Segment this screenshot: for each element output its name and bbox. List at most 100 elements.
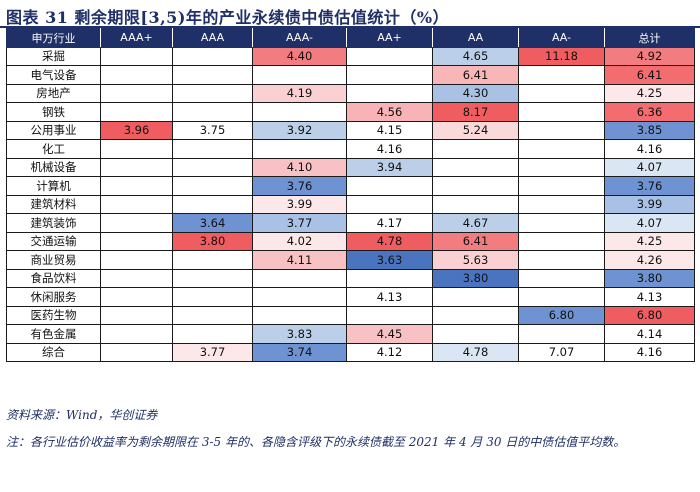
value-cell: 3.80 (604, 268, 695, 288)
value-cell (518, 250, 605, 270)
value-cell: 4.78 (432, 342, 519, 362)
value-cell: 3.74 (252, 342, 347, 362)
value-cell: 4.07 (604, 157, 695, 177)
source-note: 资料来源：Wind，华创证券 (6, 408, 158, 422)
value-cell (432, 157, 519, 177)
value-cell (518, 83, 605, 103)
value-cell: 4.15 (346, 120, 433, 140)
table-row: 医药生物 6.80 6.80 (6, 305, 695, 325)
figure-title: 图表 31 剩余期限[3,5)年的产业永续债中债估值统计（%） (6, 8, 450, 27)
value-cell: 3.99 (604, 194, 695, 214)
value-cell: 4.92 (604, 46, 695, 66)
value-cell: 6.41 (432, 65, 519, 85)
table-row: 公用事业 3.96 3.75 3.92 4.15 5.24 3.85 (6, 120, 695, 140)
value-cell (432, 324, 519, 344)
value-cell (252, 139, 347, 159)
value-cell (100, 46, 173, 66)
table-body: 采掘 4.40 4.65 11.18 4.92 电气设备 6.41 6.41 房地产 4.19 4.… (6, 46, 695, 362)
value-cell: 4.16 (604, 139, 695, 159)
value-cell: 4.67 (432, 213, 519, 233)
value-cell: 3.64 (172, 213, 253, 233)
industry-label: 建筑装饰 (6, 213, 101, 233)
value-cell (100, 176, 173, 196)
table-row: 计算机 3.76 3.76 (6, 176, 695, 196)
header-row: 申万行业 AAA+ AAA AAA- AA+ AA AA- 总计 (6, 28, 695, 48)
industry-label: 化工 (6, 139, 101, 159)
value-cell: 6.80 (518, 305, 605, 325)
value-cell (100, 268, 173, 288)
value-cell: 4.25 (604, 83, 695, 103)
value-cell: 4.14 (604, 324, 695, 344)
header-rating: AAA- (252, 28, 347, 48)
value-cell (252, 305, 347, 325)
header-rating: AA (432, 28, 519, 48)
value-cell: 8.17 (432, 102, 519, 122)
industry-label: 有色金属 (6, 324, 101, 344)
value-cell: 6.41 (604, 65, 695, 85)
value-cell (518, 268, 605, 288)
value-cell (346, 194, 433, 214)
value-cell (100, 83, 173, 103)
value-cell (518, 120, 605, 140)
value-cell: 4.13 (604, 287, 695, 307)
value-cell: 4.19 (252, 83, 347, 103)
table-row: 电气设备 6.41 6.41 (6, 65, 695, 85)
value-cell: 4.56 (346, 102, 433, 122)
header-rating: 总计 (604, 28, 695, 48)
value-cell: 4.78 (346, 231, 433, 251)
value-cell (518, 102, 605, 122)
industry-label: 机械设备 (6, 157, 101, 177)
header-rating: AAA (172, 28, 253, 48)
value-cell: 3.76 (252, 176, 347, 196)
value-cell: 4.13 (346, 287, 433, 307)
value-cell (346, 268, 433, 288)
value-cell (518, 157, 605, 177)
value-cell (172, 305, 253, 325)
header-rating: AAA+ (100, 28, 173, 48)
header-industry: 申万行业 (6, 28, 101, 48)
value-cell (518, 287, 605, 307)
value-cell: 3.80 (432, 268, 519, 288)
table-row: 休闲服务 4.13 4.13 (6, 287, 695, 307)
table-row: 采掘 4.40 4.65 11.18 4.92 (6, 46, 695, 66)
value-cell: 6.80 (604, 305, 695, 325)
value-cell (100, 342, 173, 362)
industry-label: 交通运输 (6, 231, 101, 251)
value-cell (518, 231, 605, 251)
value-cell: 4.12 (346, 342, 433, 362)
value-cell (252, 287, 347, 307)
value-cell (100, 65, 173, 85)
value-cell: 3.83 (252, 324, 347, 344)
value-cell (100, 324, 173, 344)
industry-label: 采掘 (6, 46, 101, 66)
table-row: 商业贸易 4.11 3.63 5.63 4.26 (6, 250, 695, 270)
value-cell (100, 157, 173, 177)
value-cell (172, 176, 253, 196)
industry-label: 综合 (6, 342, 101, 362)
value-cell (432, 194, 519, 214)
value-cell (346, 176, 433, 196)
value-cell: 5.63 (432, 250, 519, 270)
value-cell (432, 305, 519, 325)
value-cell (518, 139, 605, 159)
value-cell (172, 250, 253, 270)
value-cell (172, 194, 253, 214)
value-cell (346, 46, 433, 66)
value-cell: 3.94 (346, 157, 433, 177)
value-cell (172, 46, 253, 66)
value-cell (172, 139, 253, 159)
table-row: 有色金属 3.83 4.45 4.14 (6, 324, 695, 344)
table-row: 钢铁 4.56 8.17 6.36 (6, 102, 695, 122)
value-cell: 3.77 (172, 342, 253, 362)
table-row: 建筑材料 3.99 3.99 (6, 194, 695, 214)
value-cell (518, 65, 605, 85)
industry-label: 钢铁 (6, 102, 101, 122)
value-cell: 4.26 (604, 250, 695, 270)
value-cell: 7.07 (518, 342, 605, 362)
industry-label: 电气设备 (6, 65, 101, 85)
value-cell (252, 102, 347, 122)
value-cell (172, 83, 253, 103)
value-cell (100, 231, 173, 251)
table-row: 房地产 4.19 4.30 4.25 (6, 83, 695, 103)
value-cell (518, 176, 605, 196)
